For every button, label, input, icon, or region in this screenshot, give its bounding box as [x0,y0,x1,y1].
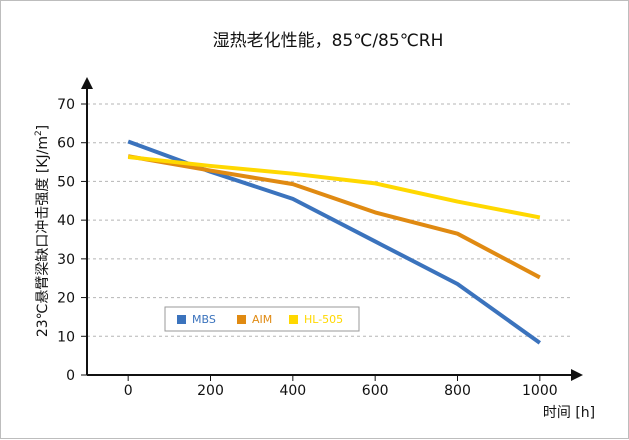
axes [81,77,583,381]
series-line-hl-505 [127,155,541,220]
x-tick-label: 1000 [522,383,558,399]
legend-swatch-mbs [177,315,186,324]
y-tick-label: 60 [57,136,75,152]
y-axis-label-close: ] [35,125,51,130]
y-tick-label: 40 [57,213,75,229]
x-tick-label: 0 [124,383,133,399]
x-tick-labels: 0 200 400 600 800 1000 [124,375,558,399]
x-tick-label: 600 [362,383,389,399]
legend: MBS AIM HL-505 [164,306,360,332]
y-tick-label: 50 [57,174,75,190]
chart-title: 湿热老化性能，85℃/85℃RH [213,31,444,51]
y-axis-arrow [81,77,93,89]
y-tick-label: 10 [57,329,75,345]
legend-box [164,306,360,332]
y-axis-label-main: 23℃悬臂梁缺口冲击强度 [KJ/m [35,136,51,337]
legend-label-mbs: MBS [192,313,216,326]
y-tick-labels: 0 10 20 30 40 50 60 70 [57,97,87,384]
y-axis-label: 23℃悬臂梁缺口冲击强度 [KJ/m2] [34,125,51,337]
y-tick-label: 30 [57,252,75,268]
x-tick-label: 800 [444,383,471,399]
x-axis-arrow [571,369,583,381]
legend-swatch-aim [237,315,246,324]
y-tick-label: 0 [66,368,75,384]
legend-label-aim: AIM [252,313,272,326]
x-tick-label: 400 [279,383,306,399]
legend-label-hl-505: HL-505 [304,313,343,326]
y-tick-label: 70 [57,97,75,113]
x-axis-label: 时间 [h] [543,405,595,421]
y-tick-label: 20 [57,291,75,307]
legend-swatch-hl-505 [289,315,298,324]
series-lines [127,139,541,345]
y-axis-label-superscript: 2 [34,130,44,136]
series-line-aim [127,154,541,280]
x-tick-label: 200 [197,383,224,399]
